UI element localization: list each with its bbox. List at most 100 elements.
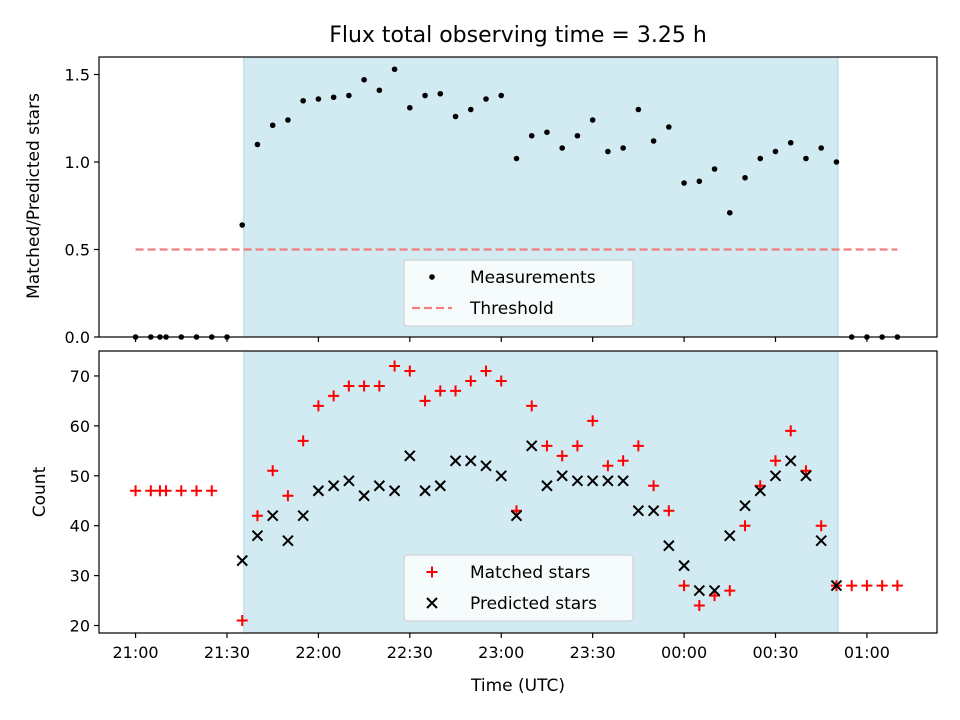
matched-star-point bbox=[724, 585, 736, 597]
matched-star-point bbox=[876, 580, 888, 592]
measurement-point bbox=[589, 117, 596, 123]
measurement-point bbox=[467, 106, 474, 113]
legend-marker bbox=[426, 566, 438, 578]
xtick-label: 23:30 bbox=[570, 643, 616, 662]
ytick-label: 60 bbox=[70, 417, 90, 436]
measurement-point bbox=[269, 122, 276, 129]
measurement-point bbox=[574, 132, 581, 139]
predicted-star-point bbox=[632, 505, 645, 517]
predicted-star-point bbox=[419, 485, 431, 497]
legend-box-1 bbox=[403, 554, 634, 622]
matched-star-point bbox=[236, 615, 248, 627]
matched-star-point bbox=[571, 440, 583, 452]
xtick-label: 22:30 bbox=[387, 643, 433, 662]
measurement-point bbox=[544, 129, 550, 136]
measurement-point bbox=[285, 117, 291, 123]
matched-star-point bbox=[312, 400, 324, 412]
predicted-star-point bbox=[495, 470, 507, 482]
measurement-point bbox=[239, 222, 246, 228]
measurement-point bbox=[452, 113, 459, 120]
ytick-label: 1.5 bbox=[65, 66, 90, 85]
matched-star-point bbox=[769, 455, 781, 467]
ytick-label: 70 bbox=[70, 367, 90, 386]
predicted-star-point bbox=[785, 455, 797, 467]
chart-title: Flux total observing time = 3.25 h bbox=[329, 23, 707, 48]
predicted-star-point bbox=[465, 455, 477, 467]
matched-star-point bbox=[663, 505, 675, 517]
matched-star-point bbox=[785, 425, 797, 437]
predicted-star-point bbox=[693, 584, 706, 597]
measurement-point bbox=[315, 96, 322, 102]
legend-label: Matched stars bbox=[470, 563, 590, 583]
matched-star-point bbox=[739, 520, 751, 532]
measurement-point bbox=[437, 90, 444, 97]
measurement-point bbox=[803, 155, 809, 162]
measurement-point bbox=[787, 139, 794, 146]
measurement-point bbox=[559, 145, 565, 151]
predicted-star-point bbox=[404, 450, 416, 462]
measurement-point bbox=[742, 174, 748, 181]
predicted-star-point bbox=[510, 510, 523, 522]
matched-star-point bbox=[267, 465, 279, 477]
ytick-label: 0.5 bbox=[65, 241, 90, 260]
predicted-star-point bbox=[434, 480, 447, 492]
matched-star-point bbox=[251, 510, 263, 522]
ytick-label: 0.0 bbox=[65, 328, 90, 347]
measurement-point bbox=[330, 94, 337, 101]
measurement-point bbox=[528, 132, 535, 139]
matched-star-point bbox=[419, 395, 431, 407]
matched-star-point bbox=[556, 450, 568, 462]
matched-star-point bbox=[297, 435, 309, 447]
predicted-star-point bbox=[526, 440, 538, 452]
predicted-star-point bbox=[708, 584, 721, 597]
matched-star-point bbox=[206, 485, 218, 497]
matched-star-point bbox=[434, 385, 446, 397]
measurement-point bbox=[361, 76, 367, 83]
predicted-star-point bbox=[602, 475, 614, 487]
legend-marker bbox=[426, 597, 438, 609]
predicted-star-point bbox=[617, 475, 629, 487]
predicted-star-point bbox=[312, 485, 325, 497]
ylabel-bottom: Count bbox=[30, 466, 50, 517]
matched-star-point bbox=[282, 490, 294, 502]
matched-star-point bbox=[160, 485, 172, 497]
xtick-label: 22:00 bbox=[295, 643, 341, 662]
matched-star-point bbox=[130, 485, 142, 497]
legend-label: Measurements bbox=[470, 268, 596, 288]
measurement-point bbox=[833, 159, 840, 165]
matched-star-point bbox=[602, 460, 614, 472]
measurement-point bbox=[681, 180, 687, 186]
predicted-star-point bbox=[663, 539, 675, 552]
predicted-star-point bbox=[815, 534, 827, 547]
ytick-label: 50 bbox=[70, 467, 90, 486]
measurement-point bbox=[422, 92, 428, 99]
ylabel-top: Matched/Predicted stars bbox=[24, 93, 44, 299]
measurement-point bbox=[635, 106, 642, 113]
predicted-star-point bbox=[800, 470, 812, 482]
matched-star-point bbox=[541, 440, 553, 452]
xtick-label: 01:00 bbox=[844, 643, 890, 662]
ytick-label: 40 bbox=[70, 517, 90, 536]
matched-star-point bbox=[175, 485, 187, 497]
predicted-star-point bbox=[388, 485, 401, 497]
predicted-star-point bbox=[678, 559, 690, 572]
predicted-star-point bbox=[449, 455, 462, 467]
predicted-star-point bbox=[343, 475, 355, 487]
ytick-label: 1.0 bbox=[65, 153, 90, 172]
predicted-star-point bbox=[327, 480, 340, 492]
legend-marker bbox=[429, 274, 435, 280]
legend-box-0 bbox=[403, 259, 634, 327]
predicted-star-point bbox=[373, 480, 386, 492]
matched-star-point bbox=[891, 580, 903, 592]
predicted-star-point bbox=[251, 529, 264, 542]
matched-star-point bbox=[389, 360, 401, 372]
predicted-star-point bbox=[282, 534, 294, 547]
predicted-star-point bbox=[556, 470, 568, 482]
matched-star-point bbox=[191, 485, 203, 497]
predicted-star-point bbox=[358, 490, 370, 502]
measurement-point bbox=[757, 155, 764, 162]
xtick-label: 23:00 bbox=[478, 643, 524, 662]
predicted-star-point bbox=[754, 485, 766, 497]
measurement-point bbox=[696, 178, 703, 185]
xtick-label: 00:30 bbox=[752, 643, 798, 662]
